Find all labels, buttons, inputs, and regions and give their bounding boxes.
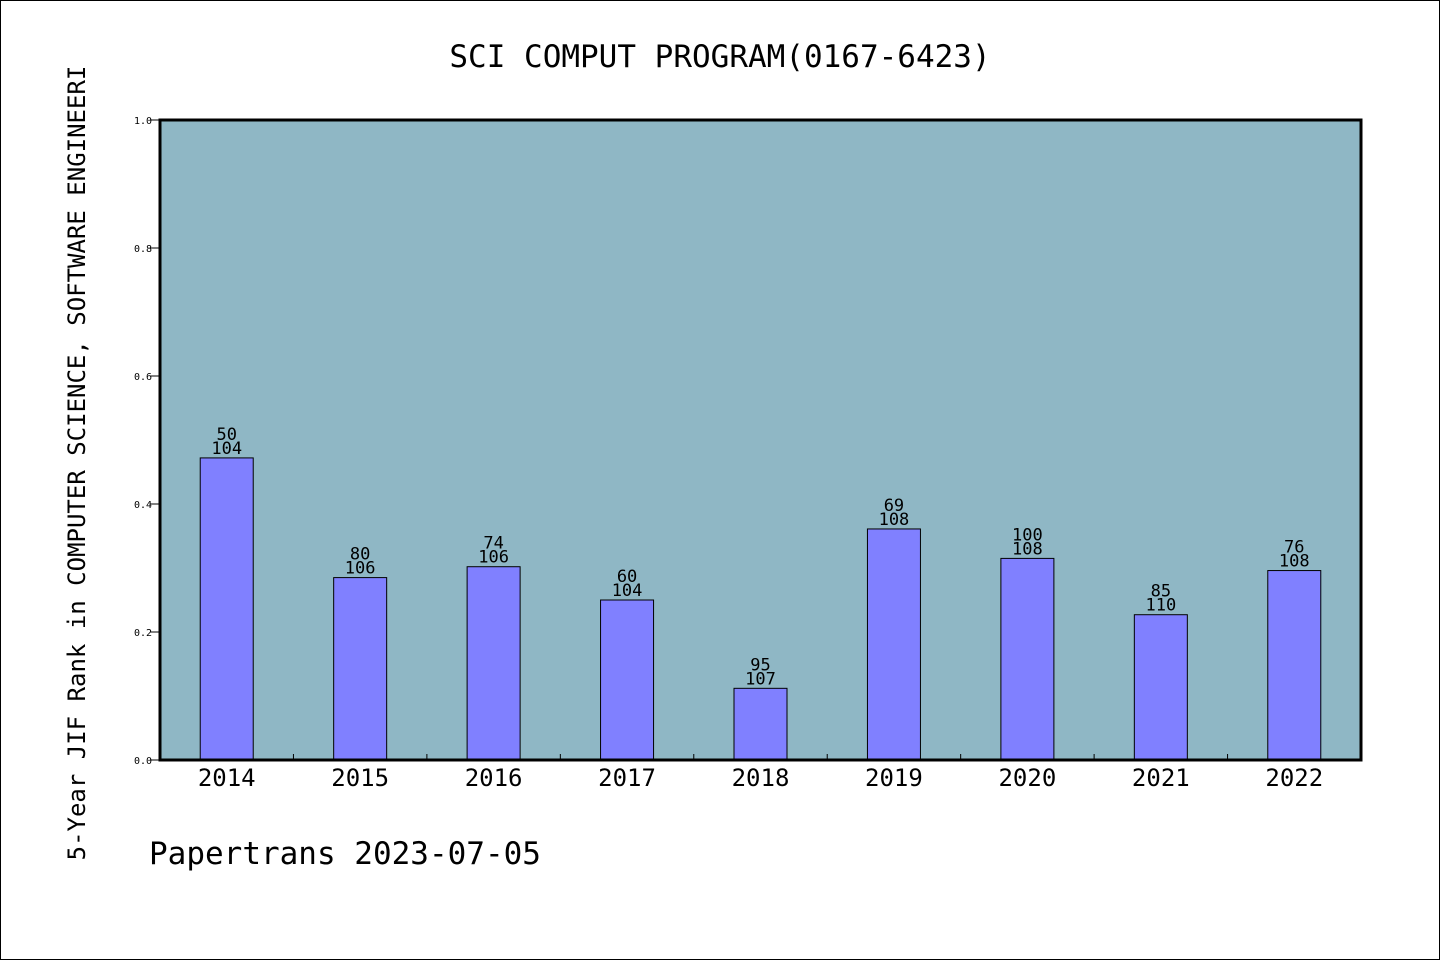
data-labels-layer: 5010480106741066010495107691081001088511…	[211, 425, 1309, 689]
bar-2019	[866, 528, 921, 761]
y-tick-label: 0.2	[134, 628, 152, 639]
bar-total-label: 108	[879, 510, 910, 530]
x-tick-label: 2017	[598, 764, 656, 792]
y-tick-label: 0.8	[134, 244, 152, 255]
x-tick-label: 2014	[198, 764, 256, 792]
bar-rank-label: 74	[483, 534, 503, 554]
bar-total-label: 106	[478, 548, 509, 568]
x-tick-label: 2020	[998, 764, 1056, 792]
bars-layer	[199, 457, 1322, 761]
bar-total-label: 104	[612, 581, 643, 601]
x-tick-label: 2018	[732, 764, 790, 792]
plot-frame	[158, 118, 1363, 762]
bar-2021	[1133, 614, 1188, 761]
bar-total-label: 107	[745, 669, 776, 689]
bar-2022	[1267, 570, 1322, 761]
bar-total-label: 108	[1279, 552, 1310, 572]
bar-rank-label: 50	[216, 425, 236, 445]
x-tick-label: 2019	[865, 764, 923, 792]
bar-2018	[733, 687, 788, 761]
y-tick-label: 0.0	[134, 756, 152, 767]
bar-rank-label: 100	[1012, 525, 1043, 545]
x-tick-label: 2016	[465, 764, 523, 792]
bar-2020	[1000, 557, 1055, 761]
bar-total-label: 106	[345, 559, 376, 579]
bar-2016	[466, 566, 521, 761]
y-axis: 0.0 0.2 0.4 0.6 0.8 1.0	[134, 116, 160, 767]
bar-rank-label: 85	[1151, 582, 1171, 602]
y-tick-label: 1.0	[134, 116, 152, 127]
y-axis-label: 5-Year JIF Rank in COMPUTER SCIENCE, SOF…	[63, 66, 91, 861]
bar-rank-label: 80	[350, 545, 370, 565]
y-tick-label: 0.4	[134, 500, 152, 511]
y-tick-label: 0.6	[134, 372, 152, 383]
chart-title: SCI COMPUT PROGRAM(0167-6423)	[449, 39, 990, 75]
x-axis: 2014 2015 2016 2017 2018 2019 2020 2021 2022	[198, 754, 1323, 792]
x-tick-label: 2015	[331, 764, 389, 792]
bar-2017	[600, 599, 655, 761]
bar-rank-label: 69	[884, 496, 904, 516]
footer-credit: Papertrans 2023-07-05	[149, 836, 541, 872]
bar-total-label: 104	[211, 439, 242, 459]
bar-rank-label: 60	[617, 567, 637, 587]
bar-2015	[333, 577, 388, 761]
bar-rank-label: 76	[1284, 538, 1304, 558]
x-tick-label: 2021	[1132, 764, 1190, 792]
bar-rank-label: 95	[750, 655, 770, 675]
bar-2014	[199, 457, 254, 761]
bar-total-label: 110	[1145, 596, 1176, 616]
bar-total-label: 108	[1012, 539, 1043, 559]
x-tick-label: 2022	[1265, 764, 1323, 792]
